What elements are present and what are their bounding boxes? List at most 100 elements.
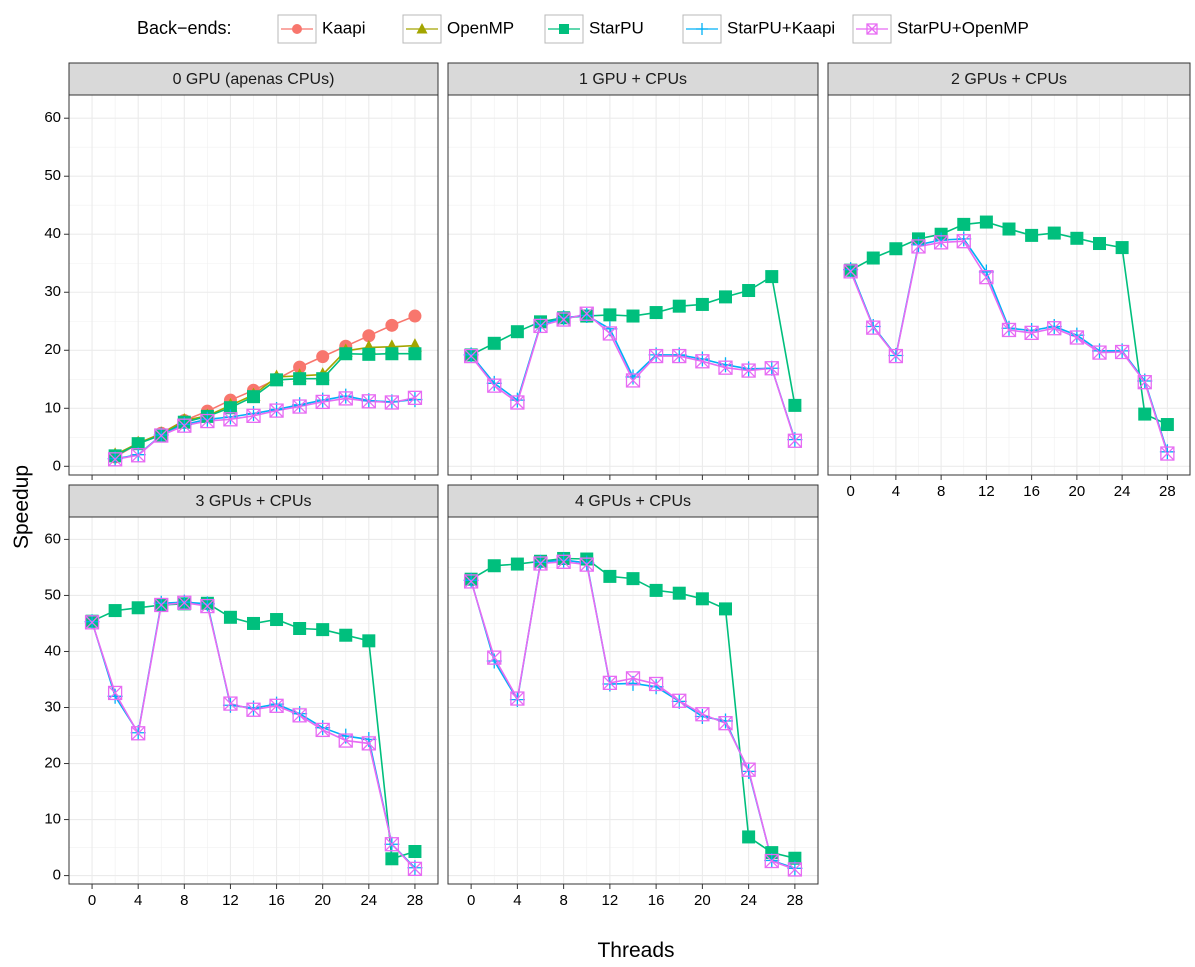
legend-entry-starpu: StarPU bbox=[544, 14, 644, 44]
data-point bbox=[315, 720, 331, 736]
x-tick-label: 16 bbox=[268, 892, 285, 909]
data-point bbox=[956, 234, 971, 249]
y-axis-title: Speedup bbox=[10, 465, 33, 549]
data-point bbox=[463, 348, 479, 364]
series-points-starpu-openmp bbox=[107, 390, 423, 467]
x-tick-label: 12 bbox=[222, 892, 239, 909]
x-tick-label: 20 bbox=[314, 892, 331, 909]
data-point bbox=[765, 270, 779, 284]
data-point bbox=[1160, 446, 1175, 461]
data-point bbox=[694, 708, 710, 724]
data-point bbox=[293, 372, 307, 386]
data-point bbox=[603, 569, 617, 583]
series-points-starpu-openmp bbox=[84, 595, 423, 877]
data-point bbox=[556, 554, 571, 569]
legend-starpu-openmp-key bbox=[866, 23, 878, 35]
data-point bbox=[293, 360, 307, 374]
data-point bbox=[1047, 226, 1061, 240]
x-axis-ticks: 0 4 8 12 16 20 24 28 bbox=[88, 884, 423, 909]
panel-strip bbox=[447, 484, 819, 518]
panel-3: 2 GPUs + CPUs 0 4 8 12 16 20 24 28 bbox=[827, 62, 1191, 500]
x-tick-label: 0 bbox=[467, 892, 475, 909]
y-tick-label: 20 bbox=[44, 755, 61, 772]
y-tick-label: 10 bbox=[44, 399, 61, 416]
x-tick-label: 24 bbox=[360, 892, 377, 909]
data-point bbox=[672, 348, 687, 364]
data-point bbox=[979, 270, 994, 285]
data-point bbox=[487, 559, 501, 573]
data-point bbox=[486, 653, 502, 669]
data-point bbox=[843, 264, 858, 279]
data-point bbox=[1114, 344, 1130, 360]
data-point bbox=[718, 357, 733, 373]
series-points-starpu-kaapi bbox=[463, 307, 803, 448]
data-point bbox=[200, 413, 215, 429]
data-point bbox=[1070, 231, 1084, 245]
data-point bbox=[316, 623, 330, 637]
data-point bbox=[602, 675, 618, 691]
data-point bbox=[384, 395, 400, 410]
data-point bbox=[719, 602, 732, 616]
data-point bbox=[695, 707, 710, 722]
legend-starpu-key bbox=[559, 24, 569, 34]
data-point bbox=[510, 325, 524, 339]
gridlines bbox=[827, 95, 1191, 475]
y-tick-label: 30 bbox=[44, 283, 61, 300]
data-point bbox=[957, 217, 971, 231]
data-point bbox=[866, 251, 880, 265]
data-point bbox=[956, 231, 972, 247]
data-point bbox=[487, 650, 502, 665]
data-point bbox=[742, 284, 756, 298]
data-point bbox=[718, 716, 733, 731]
y-tick-label: 30 bbox=[44, 698, 61, 715]
data-point bbox=[223, 610, 237, 624]
panel-border bbox=[68, 94, 439, 476]
panel-border bbox=[447, 516, 819, 885]
data-point bbox=[1069, 327, 1085, 343]
data-point bbox=[764, 853, 779, 869]
x-tick-label: 4 bbox=[892, 483, 900, 500]
data-point bbox=[200, 598, 215, 614]
legend-title: Back−ends: bbox=[137, 18, 232, 38]
data-point bbox=[1024, 325, 1039, 341]
data-point bbox=[292, 399, 307, 414]
panel-title: 4 GPUs + CPUs bbox=[575, 493, 691, 510]
x-axis-ticks: 0 4 8 12 16 20 24 28 bbox=[846, 475, 1176, 500]
y-tick-label: 20 bbox=[44, 341, 61, 358]
data-point bbox=[933, 232, 949, 248]
x-tick-label: 4 bbox=[513, 892, 521, 909]
data-point bbox=[648, 679, 664, 695]
panel-strip bbox=[68, 484, 439, 518]
data-point bbox=[338, 391, 353, 406]
data-point bbox=[718, 713, 733, 729]
y-tick-label: 50 bbox=[44, 167, 61, 184]
y-tick-label: 40 bbox=[44, 225, 61, 242]
data-point bbox=[509, 392, 525, 408]
data-point bbox=[131, 601, 145, 615]
data-point bbox=[487, 378, 502, 393]
data-point bbox=[131, 448, 146, 463]
data-point bbox=[579, 557, 594, 572]
data-point bbox=[695, 592, 709, 606]
data-point bbox=[889, 242, 903, 256]
data-point bbox=[626, 309, 640, 323]
y-tick-label: 10 bbox=[44, 811, 61, 828]
data-point bbox=[361, 736, 376, 751]
data-point bbox=[292, 708, 307, 723]
x-tick-label: 20 bbox=[1069, 483, 1086, 500]
panel-4: 3 GPUs + CPUs 0 10 20 30 40 50 60 0 4 8 12 16 20 24 28 bbox=[44, 484, 439, 909]
data-point bbox=[649, 583, 663, 597]
x-axis-title: Threads bbox=[597, 939, 674, 962]
data-point bbox=[694, 351, 710, 367]
data-point bbox=[603, 308, 617, 322]
legend-label-starpu-kaapi: StarPU+Kaapi bbox=[727, 18, 835, 37]
data-point bbox=[362, 634, 376, 648]
data-point bbox=[270, 613, 284, 627]
data-point bbox=[1002, 222, 1016, 236]
panel-title: 0 GPU (apenas CPUs) bbox=[173, 71, 335, 88]
legend: Back−ends: Kaapi OpenMP StarPU StarPU+Kaapi… bbox=[137, 14, 1029, 44]
data-point bbox=[979, 215, 993, 229]
data-point bbox=[672, 586, 686, 600]
data-point bbox=[269, 403, 284, 418]
